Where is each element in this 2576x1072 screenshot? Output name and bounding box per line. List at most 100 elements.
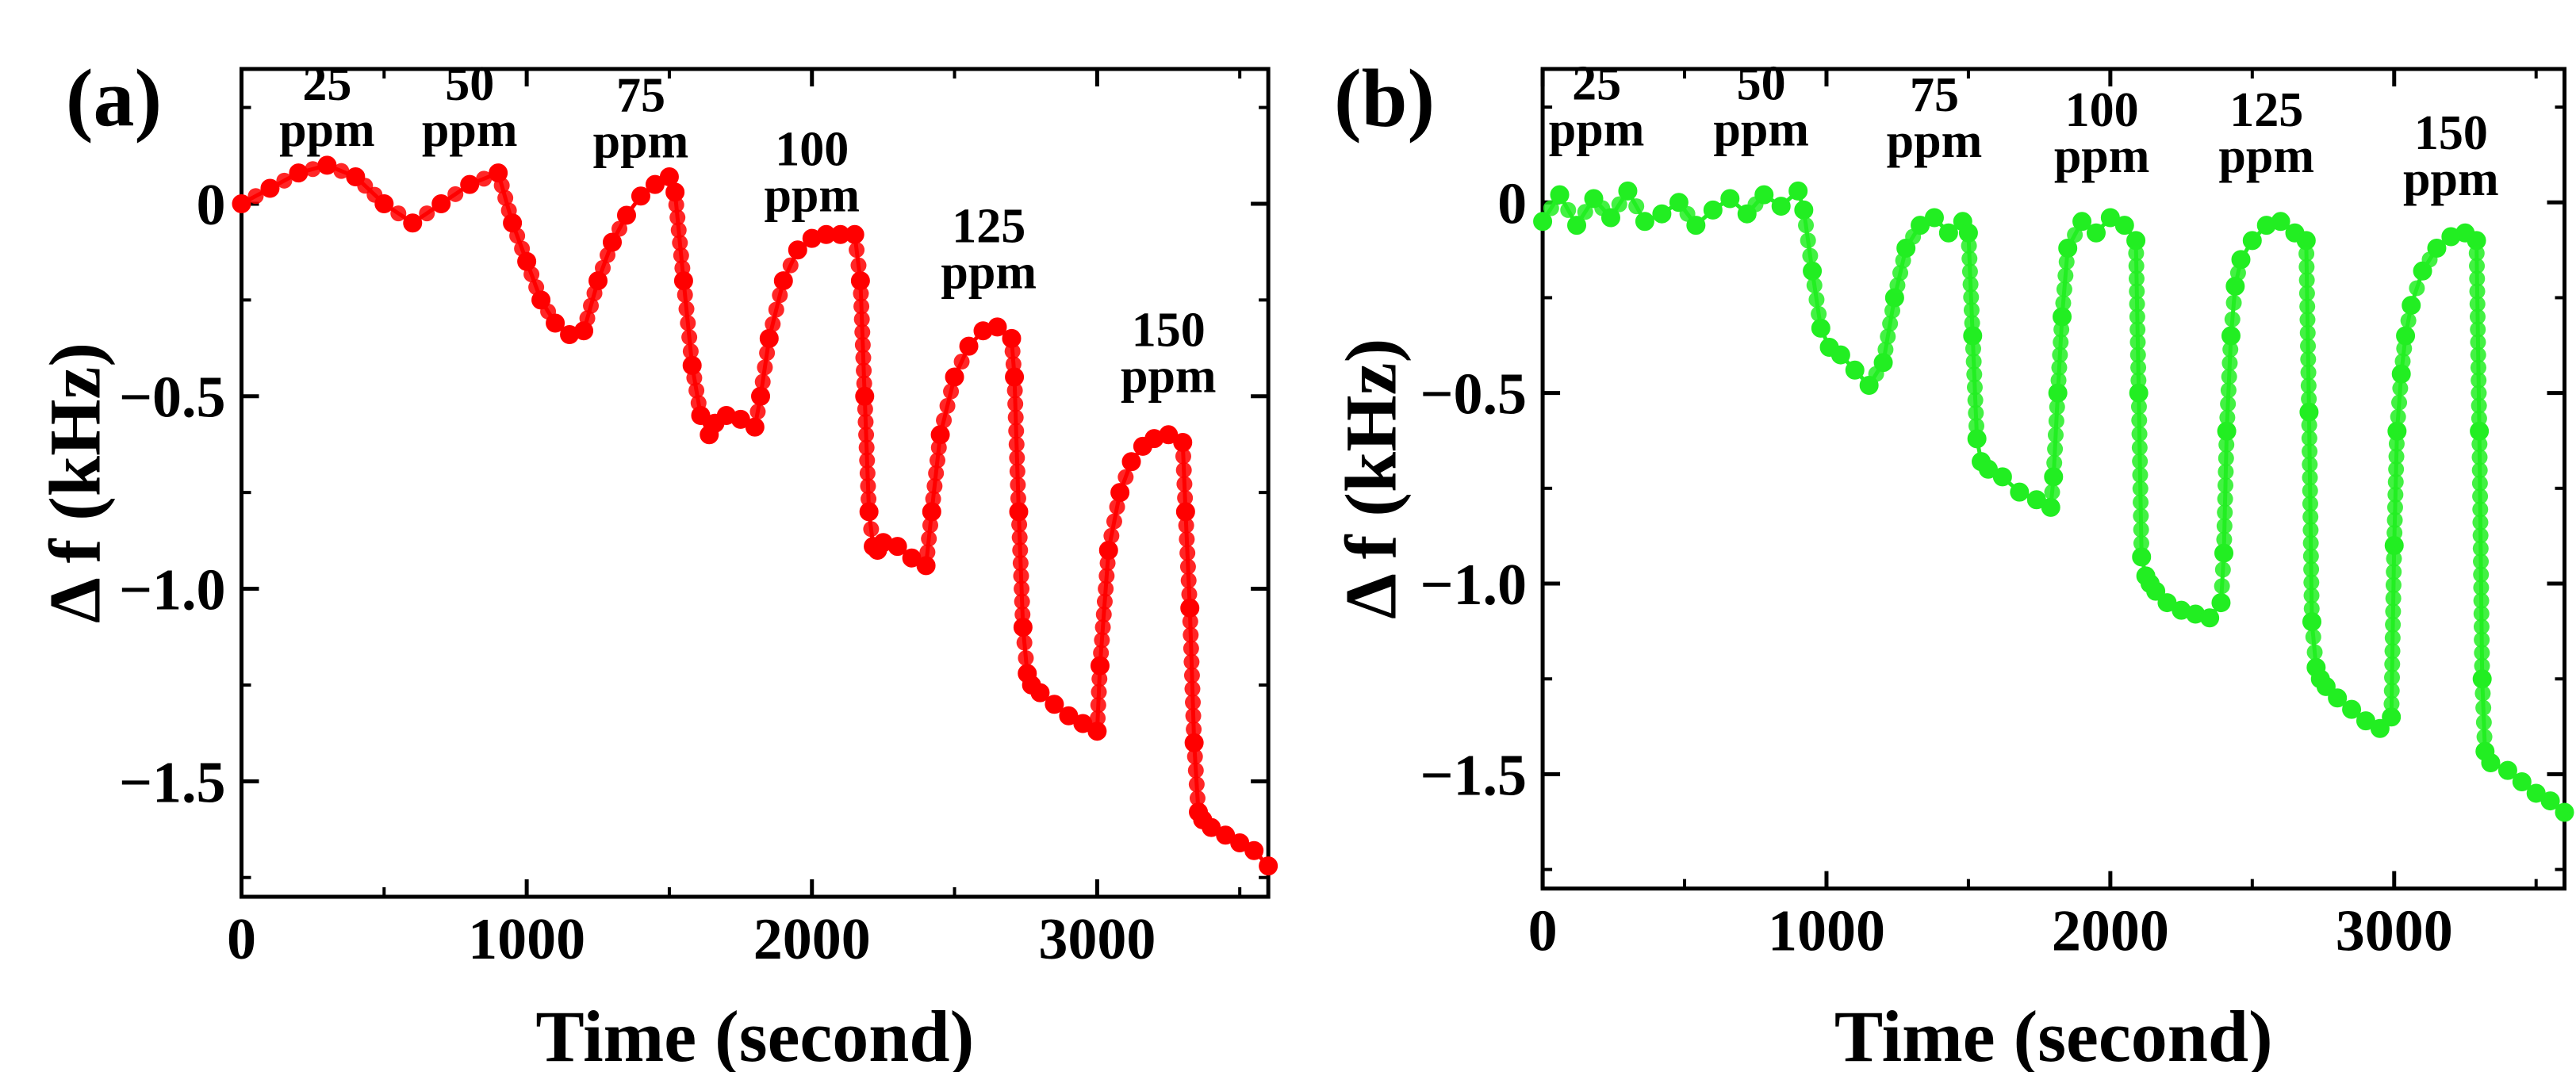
- panel-b-marker: [2387, 486, 2404, 503]
- panel-b-marker: [2053, 334, 2069, 350]
- panel-a-ytick-label: −1.5: [119, 750, 226, 815]
- panel-b-marker: [2133, 507, 2149, 524]
- panel-b-annotation-4-line-0: 125: [2229, 83, 2303, 137]
- panel-b-marker: [1967, 392, 1984, 408]
- panel-b-data-point: [2302, 612, 2321, 632]
- panel-b-data-point: [1652, 204, 1672, 224]
- panel-a-marker: [768, 301, 784, 318]
- panel-a-marker: [943, 383, 960, 400]
- panel-a-marker: [523, 266, 540, 282]
- panel-a-ytick-label: −1.0: [119, 558, 226, 623]
- panel-b-marker: [2129, 334, 2146, 350]
- panel-a-marker: [1093, 645, 1110, 661]
- panel-b-data-point: [2472, 669, 2492, 689]
- panel-a-xtick-label: 1000: [468, 907, 585, 972]
- panel-b-data-point: [2086, 223, 2106, 243]
- panel-b-marker: [2385, 576, 2402, 593]
- panel-b-marker: [2133, 521, 2149, 538]
- panel-a-annotation-5-line-0: 150: [1132, 304, 1206, 358]
- panel-a-data-point: [1030, 683, 1050, 703]
- panel-b-marker: [2132, 480, 2149, 497]
- panel-b-data-point: [1635, 212, 1654, 232]
- panel-b-marker: [2056, 281, 2072, 297]
- panel-b-data-point: [2481, 752, 2501, 772]
- panel-b-data-point: [2041, 497, 2060, 517]
- panel-a-marker: [1014, 606, 1031, 622]
- panel-b-marker: [2057, 267, 2074, 284]
- panel-b-marker: [2384, 643, 2401, 660]
- panel-b-marker: [2302, 508, 2319, 525]
- panel-a-marker: [1094, 632, 1110, 649]
- panel-b-marker: [2128, 270, 2145, 287]
- panel-b-marker: [2472, 527, 2489, 544]
- panel-b-marker: [2470, 334, 2486, 350]
- panel-a-marker: [678, 301, 695, 317]
- panel-b-marker: [2129, 296, 2145, 312]
- panel-a-marker: [863, 521, 880, 538]
- panel-a-marker: [682, 343, 699, 360]
- panel-a-annotation-4-line-0: 125: [952, 200, 1025, 254]
- panel-b-data-point: [2200, 608, 2220, 628]
- panel-a-marker: [1184, 680, 1201, 697]
- panel-b-marker: [2218, 450, 2234, 466]
- panel-a-marker: [853, 311, 870, 327]
- panel-b-marker: [2299, 312, 2316, 328]
- panel-a-marker: [1179, 545, 1196, 561]
- panel-b-marker: [1962, 276, 1979, 293]
- panel-a-xlabel: Time (second): [535, 996, 974, 1072]
- panel-b-marker: [1806, 277, 1823, 293]
- panel-a-marker: [1090, 710, 1106, 726]
- panel-b-marker: [2469, 283, 2486, 300]
- panel-b-data-point: [1771, 197, 1791, 216]
- panel-a-marker: [1007, 409, 1024, 426]
- panel-b-marker: [1961, 251, 1978, 267]
- panel-b-marker: [2471, 397, 2487, 414]
- panel-a-marker: [856, 375, 872, 392]
- panel-b-marker: [1560, 201, 1577, 218]
- panel-b-marker: [2300, 377, 2317, 394]
- panel-a-data-point: [887, 537, 907, 557]
- panel-b-marker: [2302, 443, 2318, 460]
- panel-b-xtick-label: 1000: [1768, 899, 1885, 964]
- panel-b-marker: [2050, 372, 2067, 389]
- panel-a-marker: [1183, 640, 1199, 657]
- panel-a-ytick-label: −0.5: [119, 366, 226, 431]
- panel-b-data-point: [1669, 193, 1689, 212]
- panel-b-marker: [1808, 291, 1825, 308]
- panel-a-annotation-4-line-1: ppm: [941, 246, 1037, 300]
- panel-a-marker: [1011, 529, 1028, 546]
- panel-b-data-point: [1533, 212, 1553, 232]
- panel-a-marker: [1012, 542, 1029, 558]
- panel-b-marker: [2473, 605, 2490, 622]
- panel-a-annotation-0-line-1: ppm: [279, 103, 375, 157]
- panel-a-marker: [921, 530, 937, 547]
- panel-b-marker: [2217, 491, 2233, 507]
- panel-b-marker: [2386, 524, 2403, 541]
- panel-b-annotation-5-line-1: ppm: [2403, 152, 2499, 206]
- panel-b-marker: [2472, 514, 2489, 530]
- panel-a-marker: [247, 188, 264, 205]
- panel-b-marker: [2303, 588, 2320, 604]
- panel-b-marker: [2303, 574, 2320, 591]
- panel-b-marker: [1811, 305, 1827, 322]
- panel-a-data-point: [460, 174, 480, 194]
- panel-b-marker: [2302, 496, 2318, 512]
- panel-a-marker: [757, 359, 773, 376]
- panel-b-marker: [2471, 449, 2488, 465]
- panel-b-annotation-2-line-1: ppm: [1887, 114, 1983, 168]
- panel-b-marker: [1611, 196, 1627, 212]
- panel-b-data-point: [1788, 181, 1808, 201]
- panel-b-marker: [2384, 656, 2401, 672]
- panel-a-data-point: [745, 417, 765, 437]
- panel-a-data-point: [260, 178, 280, 198]
- panel-a-marker: [1179, 558, 1196, 575]
- panel-a-marker: [859, 465, 876, 481]
- panel-b-marker: [2300, 351, 2317, 368]
- panel-b-marker: [2048, 412, 2064, 429]
- panel-b-marker: [2473, 566, 2490, 583]
- panel-a-marker: [1179, 531, 1195, 548]
- panel-b-marker: [2469, 258, 2486, 274]
- panel-a-marker: [680, 315, 696, 331]
- panel-b-marker: [2052, 346, 2068, 363]
